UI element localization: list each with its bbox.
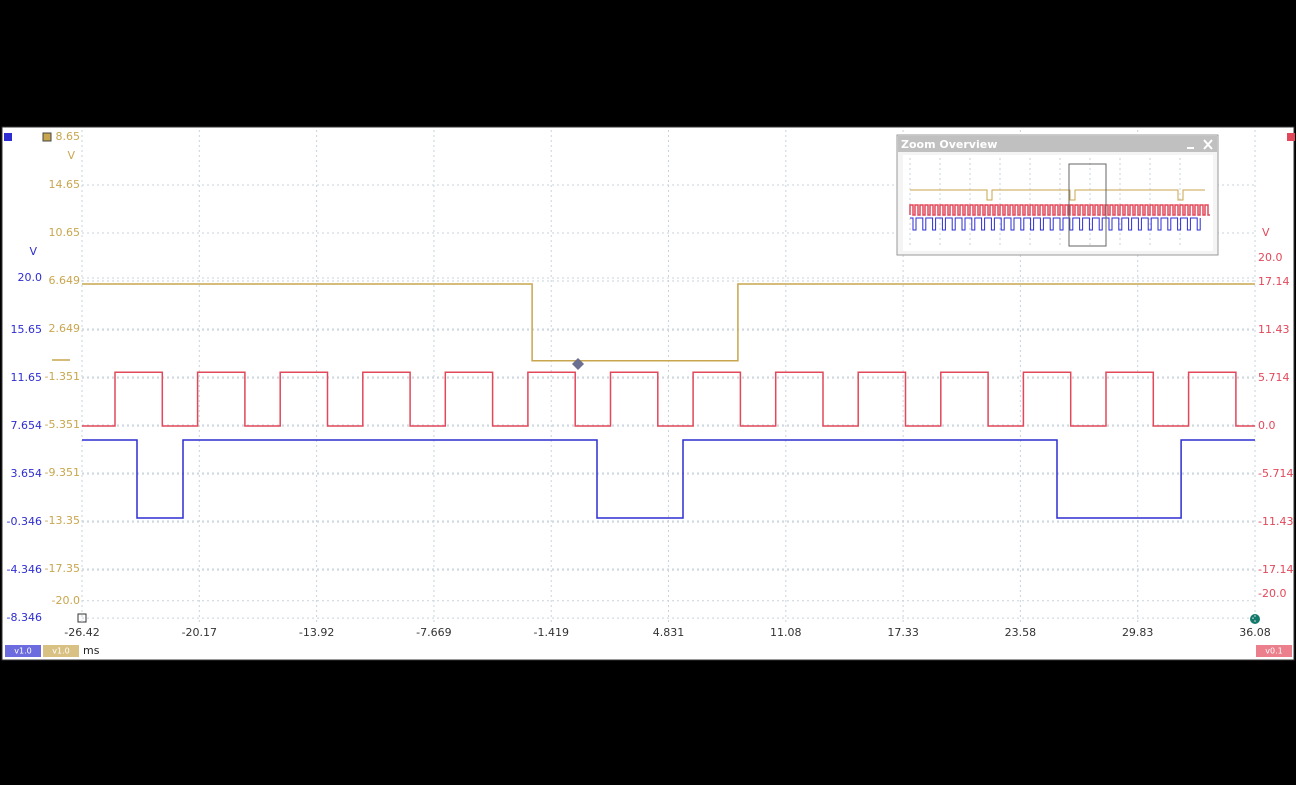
y-tick-label: -8.346 [7,611,42,624]
trace [82,371,1255,427]
zoom-region[interactable] [1068,163,1107,247]
y-tick-label: 17.14 [1258,275,1290,288]
y-axis-unit: V [1262,226,1270,239]
y-tick-label: 20.0 [1258,251,1283,264]
channel-badge[interactable] [1256,645,1292,657]
yellow-channel-marker[interactable] [42,132,52,142]
x-tick-label: 17.33 [887,626,919,639]
y-tick-label: 20.0 [18,271,43,284]
y-tick-label: -5.351 [45,418,80,431]
x-tick-label: -26.42 [64,626,99,639]
red-channel-marker[interactable] [1287,133,1295,141]
y-tick-label: -9.351 [45,466,80,479]
y-tick-label: -0.346 [7,515,42,528]
mini-trace [909,204,1210,216]
trigger-point[interactable] [572,358,584,370]
y-tick-label: 11.43 [1258,323,1290,336]
x-tick-label: -1.419 [533,626,568,639]
y-tick-label: 6.649 [49,274,81,287]
y-tick-label: -17.14 [1258,563,1293,576]
y-tick-label: -4.346 [7,563,42,576]
blue-channel-marker[interactable] [4,133,12,141]
cursor-end[interactable] [1250,614,1260,624]
x-tick-label: -20.17 [182,626,217,639]
y-tick-label: -20.0 [52,594,80,607]
y-tick-label: 15.65 [11,323,43,336]
plot: -26.42 -20.17 -13.92 -7.669 -1.419 4.831 11.08… [7,130,1293,639]
trace [82,439,1255,519]
x-tick-label: 36.08 [1239,626,1271,639]
legend-label: v1.0 [14,647,31,656]
y-tick-label: -20.0 [1258,587,1286,600]
y-tick-label: 7.654 [11,419,43,432]
mini-trace [910,217,1201,231]
y-tick-label: 5.714 [1258,371,1290,384]
x-tick-label: 29.83 [1122,626,1154,639]
x-axis-unit: ms [83,644,100,657]
y-tick-label: 14.65 [49,178,81,191]
y-tick-label: 8.65 [56,130,81,143]
mini-trace [910,189,1205,201]
zoom-canvas [903,155,1213,251]
x-tick-label: 11.08 [770,626,802,639]
zoom-traces [909,158,1210,248]
x-tick-label: 4.831 [653,626,685,639]
zoom-titlebar [898,136,1217,152]
legend: v1.0 v1.0 v0.1 ms [5,644,1292,657]
y-axis-unit: V [67,149,75,162]
channel-badge[interactable] [5,645,41,657]
y-tick-label: 2.649 [49,322,81,335]
y-tick-label: -1.351 [45,370,80,383]
y-tick-label: -17.35 [45,562,80,575]
channel-badge[interactable] [43,645,79,657]
trace [82,283,1255,362]
legend-label: v0.1 [1265,647,1282,656]
close-button[interactable] [1203,139,1213,150]
y-tick-label: -13.35 [45,514,80,527]
y-tick-label: 10.65 [49,226,81,239]
y-tick-label: 3.654 [11,467,43,480]
y-tick-label: 11.65 [11,371,43,384]
y-tick-label: -11.43 [1258,515,1293,528]
y-tick-label: -5.714 [1258,467,1293,480]
zoom-window: Zoom Overview [896,134,1219,256]
zoom-title: Zoom Overview [901,138,997,151]
x-tick-label: -7.669 [416,626,451,639]
legend-label: v1.0 [52,647,69,656]
x-tick-label: 23.58 [1005,626,1037,639]
y-tick-label: 0.0 [1258,419,1276,432]
x-tick-label: -13.92 [299,626,334,639]
y-axis-unit: V [29,245,37,258]
